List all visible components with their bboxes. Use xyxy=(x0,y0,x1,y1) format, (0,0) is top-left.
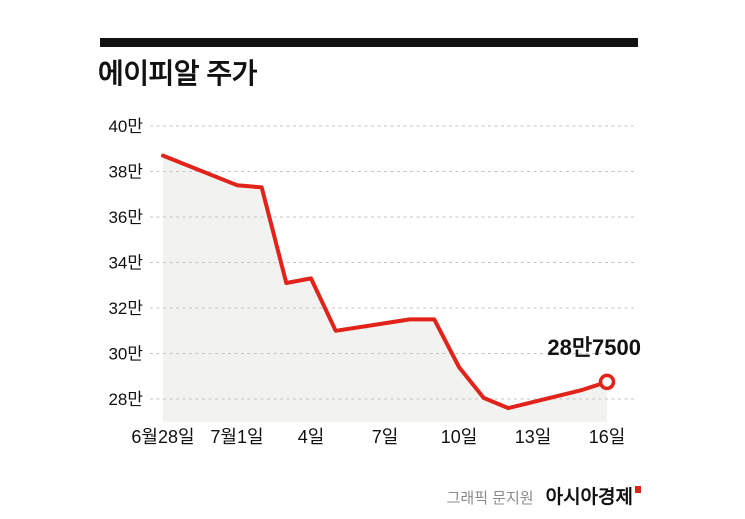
price-area xyxy=(163,155,607,422)
x-tick-label: 7일 xyxy=(372,427,399,447)
y-tick-label: 30만 xyxy=(108,345,143,364)
credit-text: 그래픽 문지원 xyxy=(446,490,534,507)
last-price-annotation: 28만7500 xyxy=(547,335,641,360)
brand-mark-icon xyxy=(635,486,641,493)
y-tick-label: 36만 xyxy=(108,208,143,227)
x-tick-label: 6월28일 xyxy=(131,427,194,447)
price-line xyxy=(161,153,609,411)
last-point-marker xyxy=(598,373,616,391)
y-tick-label: 34만 xyxy=(108,254,143,273)
x-tick-label: 4일 xyxy=(298,427,325,447)
y-tick-label: 38만 xyxy=(108,163,143,182)
x-tick-label: 7월1일 xyxy=(210,427,263,447)
y-tick-label: 28만 xyxy=(108,390,143,409)
x-tick-label: 13일 xyxy=(515,427,552,447)
chart-title: 에이피알 주가 xyxy=(98,58,257,89)
x-tick-label: 10일 xyxy=(441,427,478,447)
y-tick-label: 40만 xyxy=(108,117,143,136)
y-tick-label: 32만 xyxy=(108,299,143,318)
brand-logo: 아시아경제 xyxy=(546,482,641,509)
top-rule xyxy=(100,38,638,47)
x-tick-label: 16일 xyxy=(589,427,626,447)
footer-credit: 그래픽 문지원 아시아경제 xyxy=(447,482,641,509)
brand-text: 아시아경제 xyxy=(545,487,633,508)
